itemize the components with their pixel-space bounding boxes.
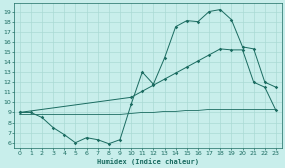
X-axis label: Humidex (Indice chaleur): Humidex (Indice chaleur): [97, 158, 199, 164]
